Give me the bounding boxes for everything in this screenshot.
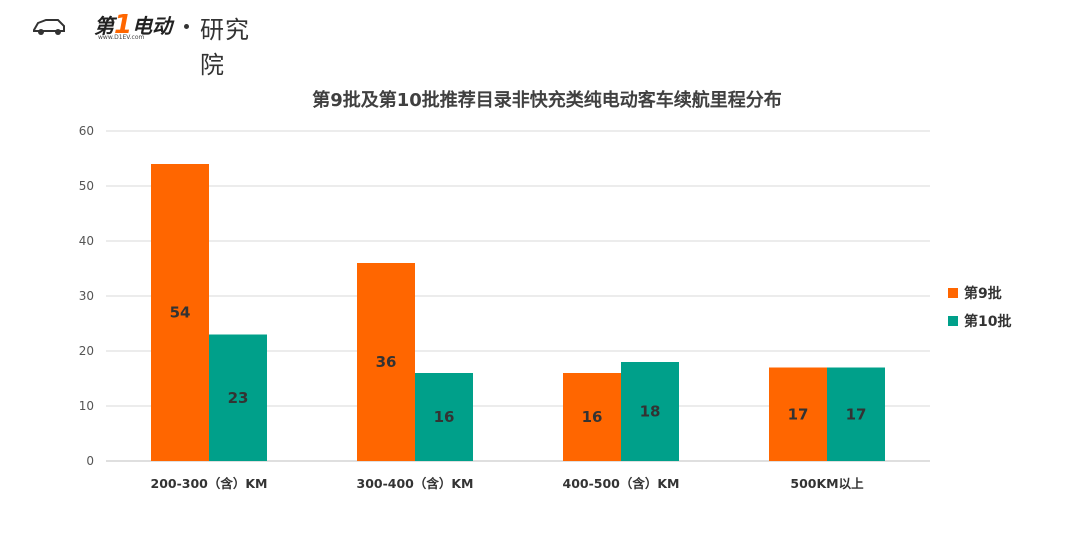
d1ev-logo: 第1电动 www.D1EV.com 研究院 xyxy=(32,6,252,79)
logo-separator-dot xyxy=(184,24,189,29)
y-tick-label: 20 xyxy=(79,344,94,358)
bar-series-2-cat-1 xyxy=(209,334,267,461)
y-tick-label: 0 xyxy=(86,454,94,468)
bar-series-1-cat-3 xyxy=(563,373,621,461)
y-tick-label: 10 xyxy=(79,399,94,413)
legend-label: 第9批 xyxy=(964,285,1002,302)
bar-series-1-cat-4 xyxy=(769,367,827,461)
x-category-label: 500KM以上 xyxy=(790,476,864,491)
x-category-label: 200-300（含）KM xyxy=(151,476,268,491)
legend-swatch xyxy=(948,316,958,326)
x-axis: 200-300（含）KM 300-400（含）KM 400-500（含）KM 500K… xyxy=(151,476,865,491)
logo-brand: 第1电动 xyxy=(94,10,173,40)
data-label: 17 xyxy=(846,405,867,423)
bar-series-2-cat-4 xyxy=(827,367,885,461)
x-category-label: 300-400（含）KM xyxy=(357,476,474,491)
y-tick-label: 60 xyxy=(79,124,94,138)
x-category-label: 400-500（含）KM xyxy=(563,476,680,491)
data-label: 36 xyxy=(376,353,397,371)
car-icon xyxy=(33,19,65,35)
data-label: 54 xyxy=(170,304,191,322)
y-tick-label: 30 xyxy=(79,289,94,303)
bar-series-1-cat-2 xyxy=(357,263,415,461)
data-label: 17 xyxy=(788,405,809,423)
bars: 54 23 36 16 16 18 17 17 xyxy=(151,164,885,461)
legend-swatch xyxy=(948,288,958,298)
bar-series-1-cat-1 xyxy=(151,164,209,461)
chart-title: 第9批及第10批推荐目录非快充类纯电动客车续航里程分布 xyxy=(312,89,782,111)
data-label: 18 xyxy=(640,403,661,421)
y-axis: 0 10 20 30 40 50 60 xyxy=(79,124,94,468)
legend-label: 第10批 xyxy=(964,313,1011,330)
y-tick-label: 50 xyxy=(79,179,94,193)
data-label: 23 xyxy=(228,389,249,407)
bar-series-2-cat-3 xyxy=(621,362,679,461)
logo-url: www.D1EV.com xyxy=(98,34,145,41)
bar-series-2-cat-2 xyxy=(415,373,473,461)
logo-text: 研究院 xyxy=(200,16,250,79)
data-label: 16 xyxy=(582,408,603,426)
data-label: 16 xyxy=(434,408,455,426)
y-tick-label: 40 xyxy=(79,234,94,248)
